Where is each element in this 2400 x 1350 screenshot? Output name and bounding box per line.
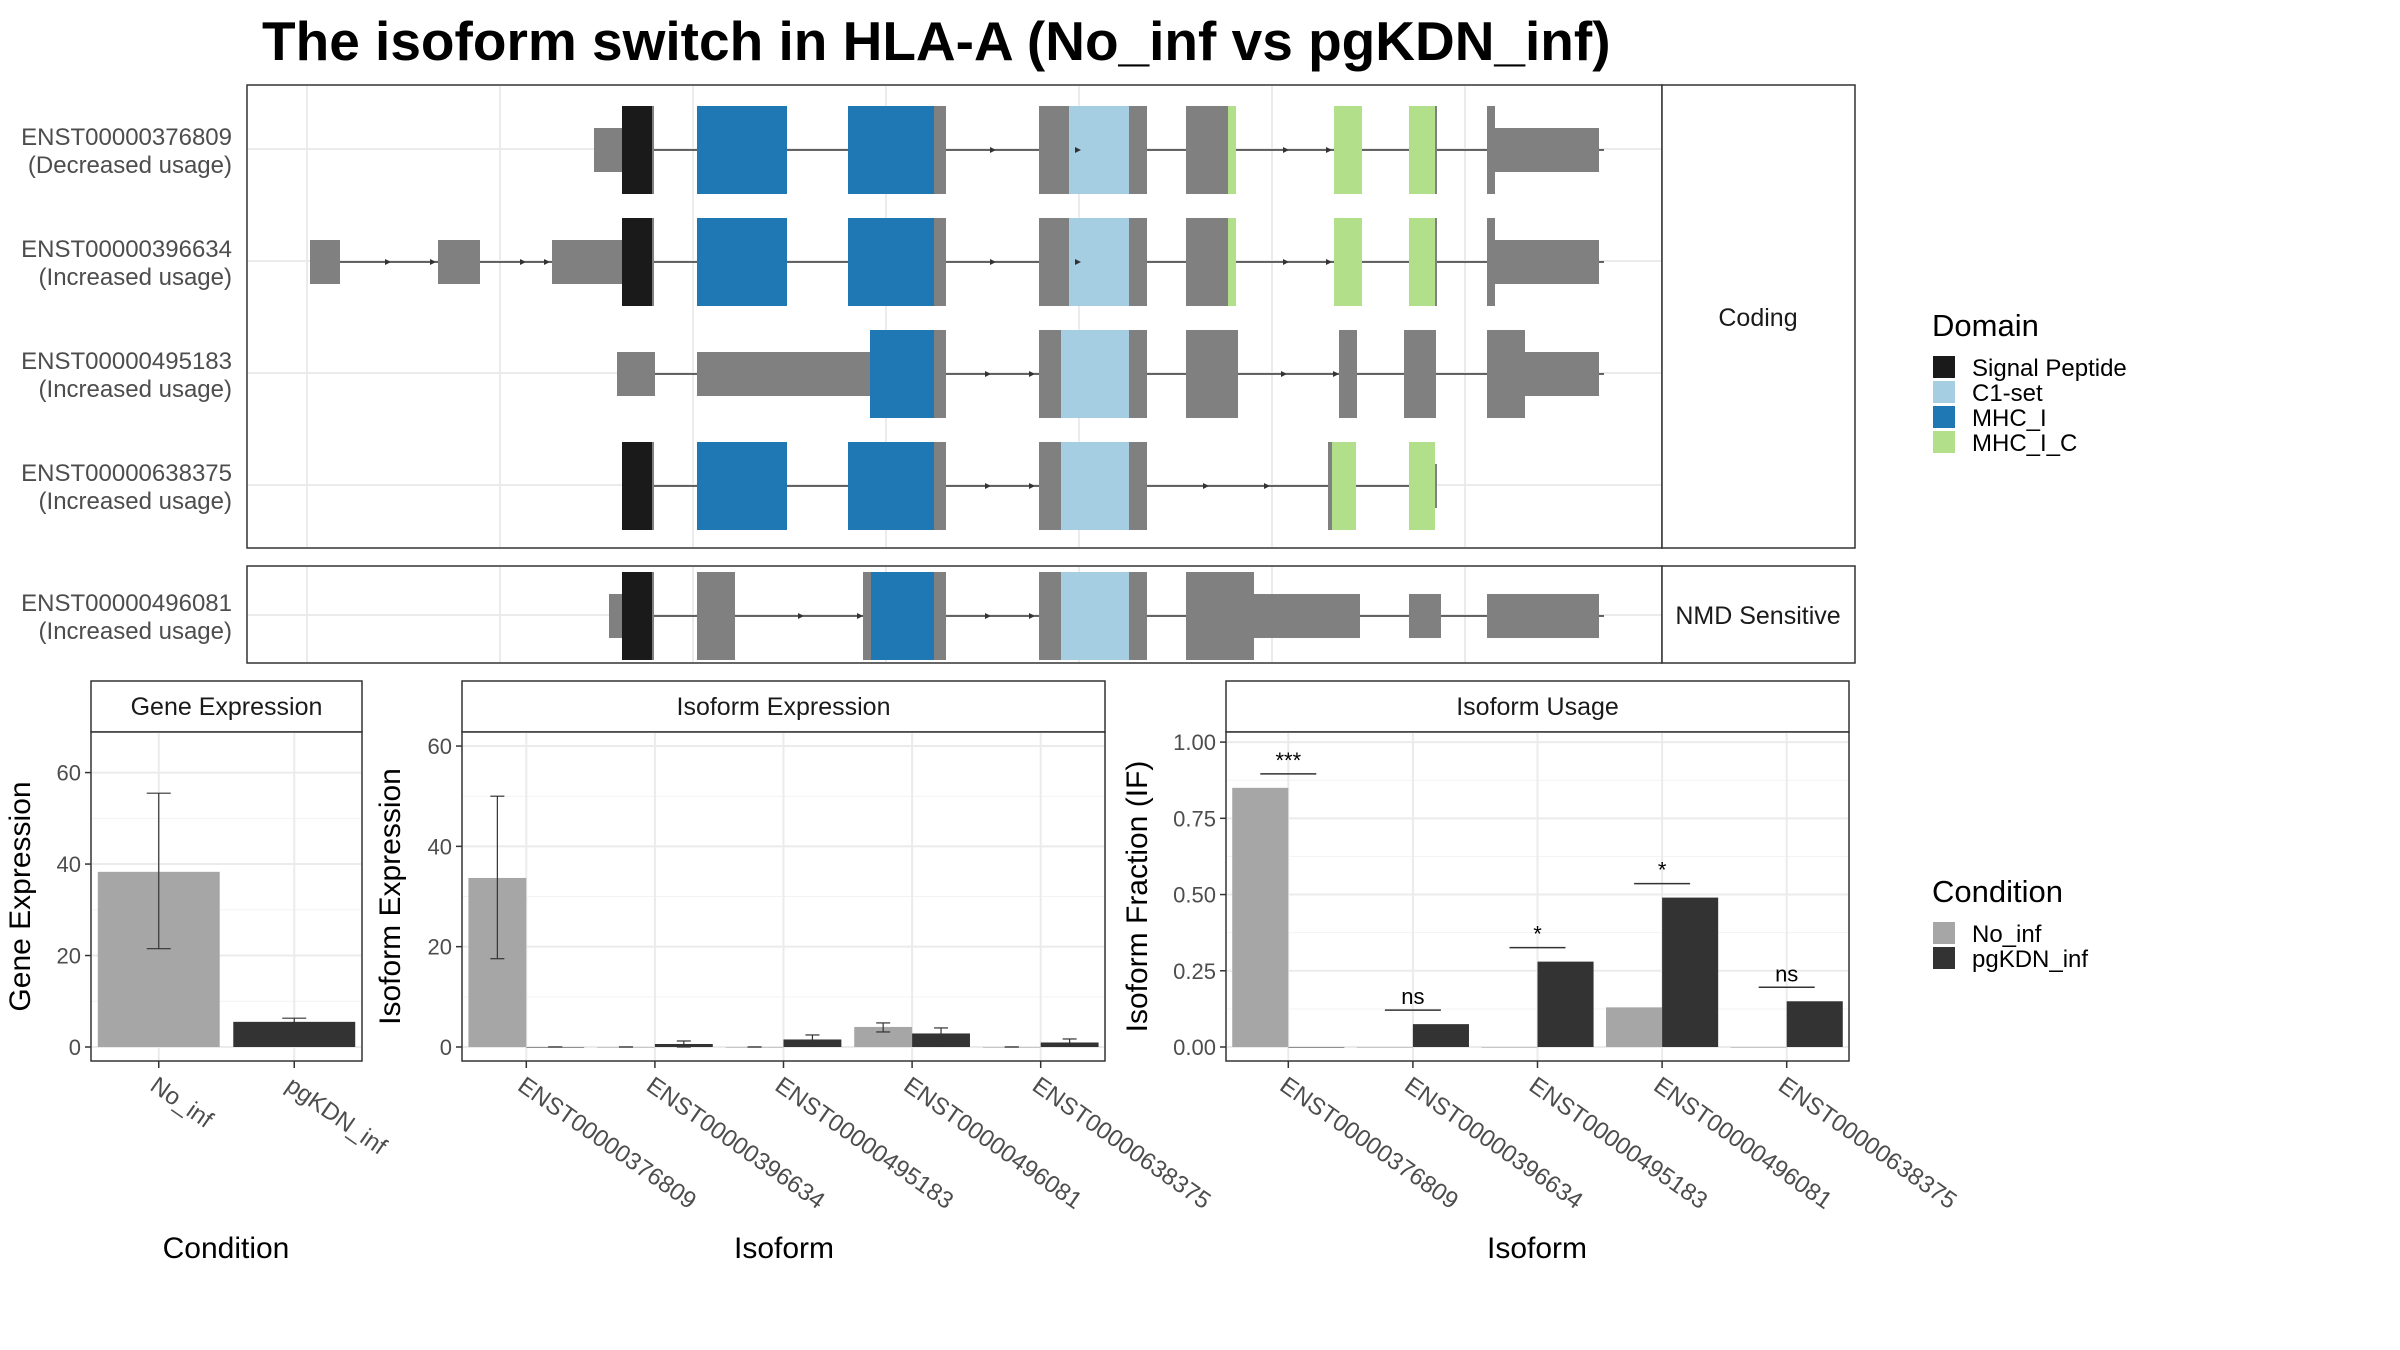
legend-key-pgkdn-inf (1933, 947, 1955, 969)
domain-legend: Domain Signal Peptide C1-set MHC_I MHC_I… (1932, 308, 2127, 457)
legend-key-no-inf (1933, 922, 1955, 944)
bar-pgKDN_inf (1662, 897, 1719, 1047)
bar-No_inf (1481, 1047, 1538, 1048)
transcript-usage-label: (Increased usage) (39, 264, 232, 291)
y-axis-title: Isoform Fraction (IF) (1121, 761, 1154, 1033)
panel-strip-title: Isoform Usage (1456, 693, 1619, 721)
transcript-usage-label: (Increased usage) (39, 618, 232, 645)
transcript-usage-label: (Increased usage) (39, 376, 232, 403)
nmd-strip-label: NMD Sensitive (1675, 602, 1840, 630)
y-tick-label: 0 (69, 1035, 81, 1060)
legend-label: MHC_I_C (1972, 430, 2077, 457)
transcript-usage-label: (Increased usage) (39, 488, 232, 515)
legend-label: pgKDN_inf (1972, 946, 2088, 973)
panel-strip (90, 680, 363, 733)
significance-label: *** (1275, 748, 1301, 773)
transcript-usage-label: (Decreased usage) (28, 152, 232, 179)
panel-strip (461, 680, 1106, 733)
y-tick-label: 1.00 (1173, 730, 1216, 755)
isoform-expression-chart: Isoform Expression0204060ENST00000376809… (374, 680, 1215, 1265)
transcript-model-495183 (617, 330, 1604, 418)
y-tick-label: 0.00 (1173, 1035, 1216, 1060)
transcript-model-638375 (622, 442, 1437, 530)
panel-strip (1225, 680, 1850, 733)
transcript-id-label: ENST00000396634 (21, 236, 232, 263)
x-axis-title: Isoform (734, 1232, 834, 1265)
transcript-model-496081 (609, 572, 1604, 660)
legend-label: MHC_I (1972, 405, 2047, 432)
coding-strip (1661, 84, 1856, 549)
y-tick-label: 0 (440, 1035, 452, 1060)
y-tick-label: 0.50 (1173, 883, 1216, 908)
coding-panel (246, 84, 1663, 549)
coding-strip-label: Coding (1718, 304, 1797, 332)
legend-key-mhc-i (1933, 406, 1955, 428)
y-tick-label: 20 (428, 935, 452, 960)
panel-strip-title: Isoform Expression (677, 693, 891, 721)
transcript-id-label: ENST00000496081 (21, 590, 232, 617)
x-tick-label: No_inf (145, 1072, 218, 1134)
transcript-model-396634 (310, 218, 1604, 306)
x-axis-title: Isoform (1487, 1232, 1587, 1265)
significance-label: * (1533, 922, 1542, 947)
legend-key-mhc-i-c (1933, 431, 1955, 453)
bar-pgKDN_inf (1537, 961, 1594, 1047)
isoform-usage-chart: Isoform Usage 0.00 0.25 0.50 0.75 1.00 *** ns * *… (1121, 680, 1961, 1265)
legend-key-signal-peptide (1933, 356, 1955, 378)
figure-title: The isoform switch in HLA-A (No_inf vs p… (262, 10, 1611, 72)
transcript-id-label: ENST00000376809 (21, 124, 232, 151)
nmd-strip (1661, 565, 1856, 664)
bar-No_inf (1356, 1047, 1413, 1048)
legend-label: C1-set (1972, 380, 2043, 407)
condition-legend: Condition No_inf pgKDN_inf (1932, 874, 2088, 973)
y-tick-label: 20 (57, 944, 81, 969)
bar-pgKDN_inf (1786, 1001, 1843, 1047)
domain-legend-title: Domain (1932, 308, 2039, 343)
transcript-id-label: ENST00000638375 (21, 460, 232, 487)
legend-label: Signal Peptide (1972, 355, 2127, 382)
x-axis-title: Condition (163, 1232, 290, 1265)
x-tick-label: pgKDN_inf (281, 1072, 392, 1161)
significance-label: ns (1775, 961, 1798, 986)
bar-pgKDN_inf (1288, 1047, 1345, 1048)
bar-pgKDN_inf (1412, 1024, 1469, 1047)
bar-No_inf (1730, 1047, 1787, 1048)
bar-No_inf (854, 1026, 913, 1047)
legend-key-c1-set (1933, 381, 1955, 403)
bar-No_inf (1232, 787, 1289, 1047)
significance-label: ns (1401, 984, 1424, 1009)
y-tick-label: 60 (57, 761, 81, 786)
significance-label: * (1658, 858, 1667, 883)
y-tick-label: 0.25 (1173, 959, 1216, 984)
panel-strip-title: Gene Expression (131, 693, 323, 721)
y-tick-label: 60 (428, 734, 452, 759)
y-tick-label: 40 (57, 852, 81, 877)
bar-No_inf (1606, 1007, 1663, 1047)
condition-legend-title: Condition (1932, 874, 2063, 909)
transcript-structure-plot: Coding NMD Sensitive ENST00000376809 (De… (21, 84, 1856, 664)
legend-label: No_inf (1972, 921, 2042, 948)
transcript-model-376809 (594, 106, 1604, 194)
y-tick-label: 40 (428, 834, 452, 859)
gene-expression-chart: Gene Expression 0 20 40 60 No_inf pgKDN_inf Gen… (4, 680, 392, 1265)
y-axis-title: Gene Expression (4, 781, 37, 1011)
y-axis-title: Isoform Expression (374, 768, 407, 1025)
bar-pgKDN_inf (912, 1033, 970, 1047)
transcript-id-label: ENST00000495183 (21, 348, 232, 375)
y-tick-label: 0.75 (1173, 806, 1216, 831)
